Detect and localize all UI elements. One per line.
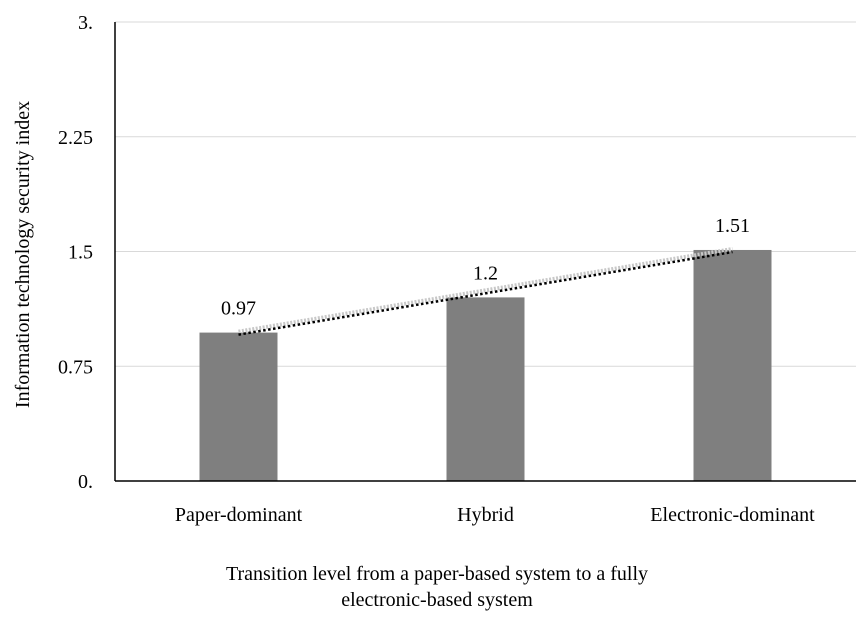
- y-tick-label: 0.: [78, 471, 93, 493]
- x-tick-label: Paper-dominant: [175, 504, 303, 526]
- x-axis-title-line-2: electronic-based system: [341, 589, 533, 611]
- trendline: [238, 250, 733, 336]
- data-labels: 0.97 1.2 1.51: [221, 215, 750, 320]
- y-axis-title: Information technology security index: [12, 101, 34, 408]
- data-label: 1.2: [473, 262, 498, 284]
- trendline-group: [238, 247, 733, 336]
- x-tick-label: Hybrid: [457, 504, 514, 526]
- y-tick-label: 2.25: [58, 127, 93, 149]
- y-tick-label: 3.: [78, 12, 93, 34]
- y-tick-labels: 0. 0.75 1.5 2.25 3.: [58, 12, 93, 493]
- bars: [199, 249, 772, 481]
- bar: [199, 332, 278, 481]
- bar: [693, 249, 772, 481]
- x-axis-title-line-1: Transition level from a paper-based syst…: [226, 563, 648, 585]
- y-tick-label: 1.5: [68, 242, 93, 264]
- bar: [446, 297, 525, 481]
- y-tick-label: 0.75: [58, 356, 93, 378]
- x-tick-label: Electronic-dominant: [650, 504, 815, 526]
- data-label: 1.51: [715, 215, 750, 237]
- trendline-shadow: [238, 247, 733, 334]
- x-tick-labels: Paper-dominant Hybrid Electronic-dominant: [175, 504, 815, 526]
- data-label: 0.97: [221, 298, 256, 320]
